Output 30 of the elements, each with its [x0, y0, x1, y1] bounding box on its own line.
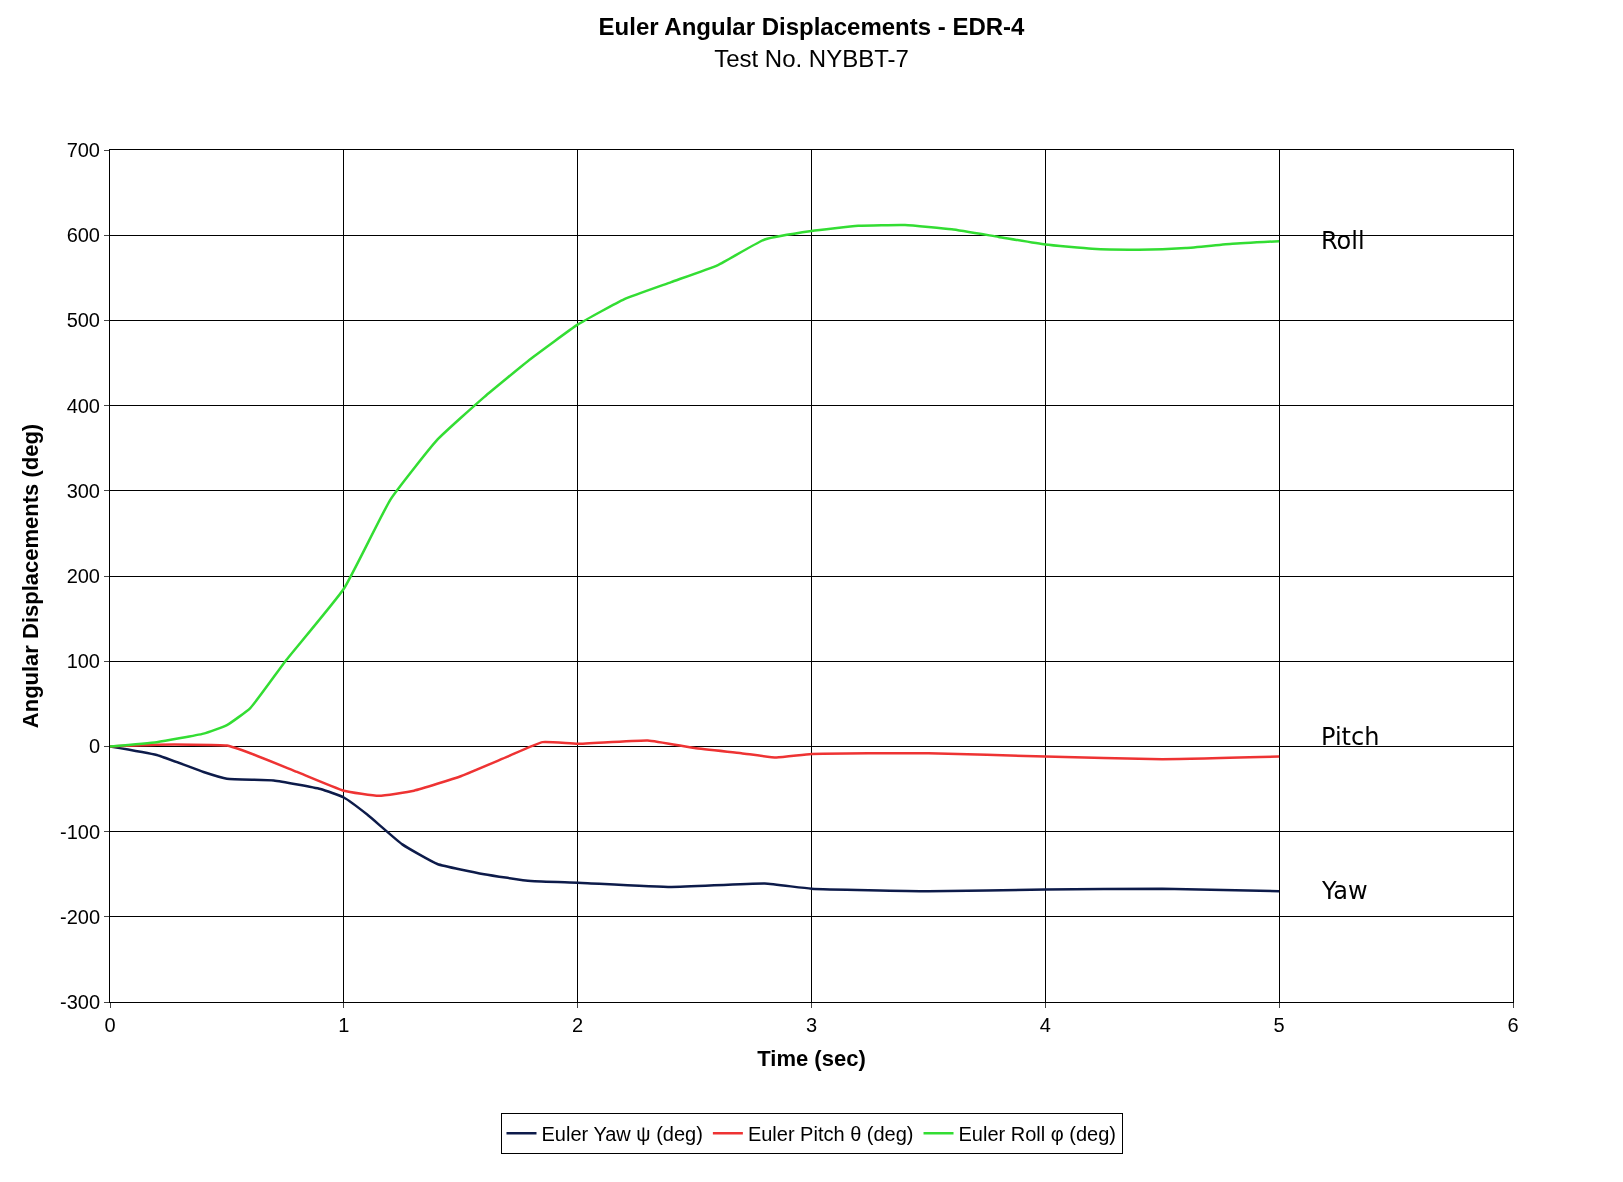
chart-title: Euler Angular Displacements - EDR-4 — [598, 13, 1026, 41]
annotation: Yaw — [1321, 877, 1368, 905]
annotation: Pitch — [1321, 723, 1380, 751]
x-tick-label: 2 — [572, 1014, 584, 1036]
y-tick-label: -200 — [59, 905, 100, 928]
legend-label: Euler Roll φ (deg) — [958, 1123, 1116, 1146]
y-tick-label: 300 — [66, 479, 100, 502]
x-tick-label: 5 — [1273, 1014, 1285, 1036]
x-axis-title: Time (sec) — [757, 1045, 866, 1071]
y-tick-label: -300 — [59, 991, 100, 1013]
y-tick-label: 600 — [66, 224, 100, 247]
y-tick-label: 0 — [88, 735, 100, 758]
y-tick-label: 400 — [66, 394, 100, 417]
y-tick-label: -100 — [59, 820, 100, 843]
x-tick-label: 4 — [1039, 1014, 1051, 1036]
chart-subtitle: Test No. NYBBT-7 — [714, 44, 909, 72]
y-tick-label: 700 — [66, 139, 100, 161]
y-tick-label: 200 — [66, 565, 100, 587]
x-tick-label: 3 — [805, 1014, 818, 1036]
line-series — [110, 223, 1281, 748]
y-axis-title: Angular Displacements (deg) — [17, 423, 43, 729]
x-tick-label: 0 — [104, 1014, 116, 1036]
y-tick-label: 500 — [66, 309, 100, 332]
line-series — [110, 739, 1281, 798]
legend-label: Euler Pitch θ (deg) — [747, 1123, 914, 1146]
x-tick-label: 6 — [1507, 1014, 1519, 1036]
legend-label: Euler Yaw ψ (deg) — [541, 1123, 703, 1146]
y-tick-label: 100 — [66, 650, 100, 673]
line-series — [110, 745, 1281, 893]
x-tick-label: 1 — [338, 1014, 350, 1036]
